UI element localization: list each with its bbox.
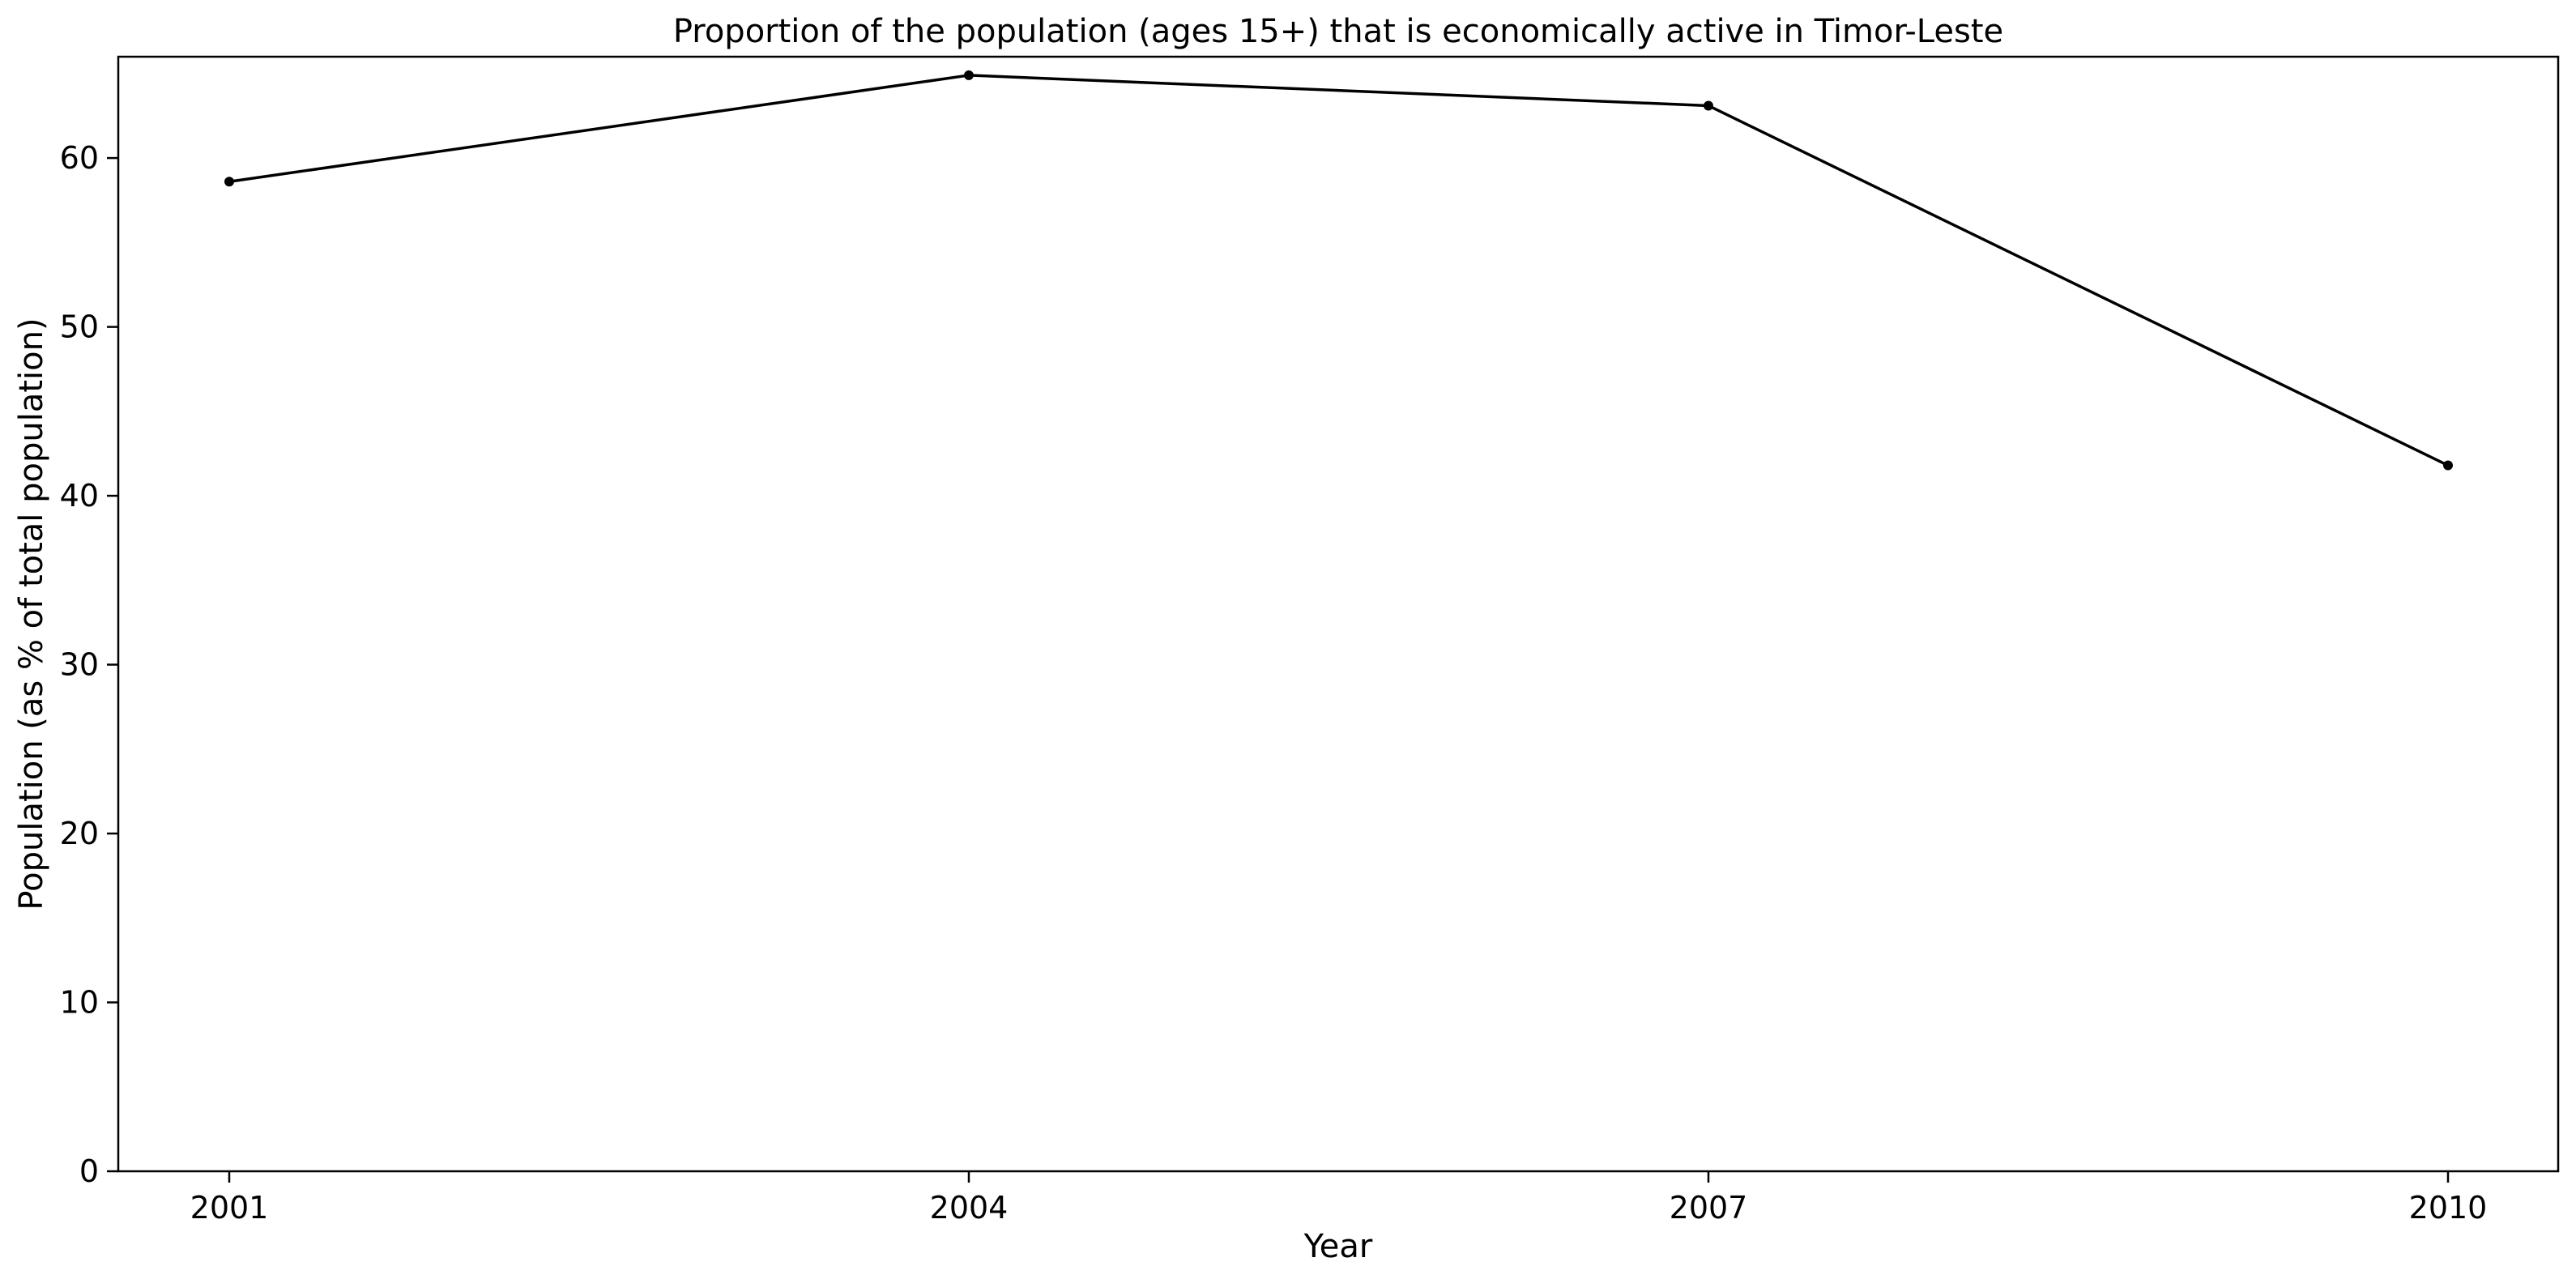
series-line <box>228 74 2449 467</box>
y-tick-label: 30 <box>60 647 99 683</box>
y-tick-label: 0 <box>79 1153 99 1189</box>
x-tick-label: 2010 <box>2409 1190 2488 1226</box>
y-axis-title: Population (as % of total population) <box>13 318 50 910</box>
data-point <box>2443 460 2453 471</box>
y-tick-label: 60 <box>60 140 99 176</box>
data-point <box>1704 100 1713 111</box>
y-axis: 0 10 20 30 40 50 60 <box>60 140 118 1189</box>
x-axis-title: Year <box>1303 1228 1373 1265</box>
x-tick-label: 2001 <box>190 1190 269 1226</box>
x-tick-label: 2004 <box>930 1190 1009 1226</box>
y-tick-label: 40 <box>60 478 99 514</box>
data-point <box>224 177 234 187</box>
series-layer <box>224 70 2453 471</box>
chart-title: Proportion of the population (ages 15+) … <box>673 13 2003 50</box>
data-point <box>964 70 974 80</box>
x-axis: 2001 2004 2007 2010 <box>190 1171 2488 1226</box>
y-tick-label: 20 <box>60 816 99 851</box>
plot-frame <box>117 55 2560 1173</box>
x-tick-label: 2007 <box>1670 1190 1748 1226</box>
y-tick-label: 50 <box>60 309 99 345</box>
y-tick-label: 10 <box>60 985 99 1021</box>
